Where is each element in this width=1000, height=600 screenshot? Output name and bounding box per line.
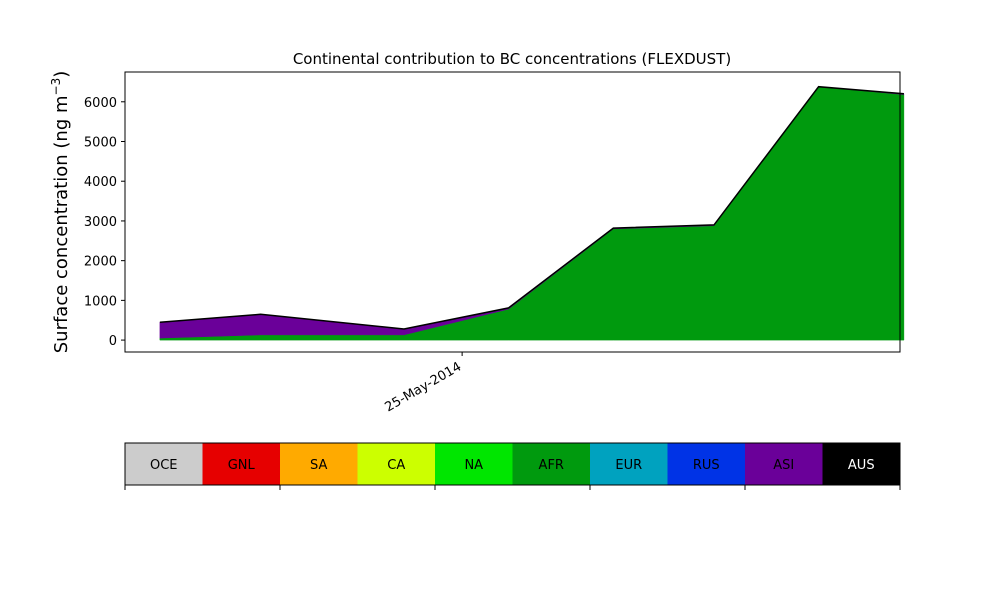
area-afr: [159, 86, 905, 341]
colorbar-swatch-rus: [667, 443, 746, 485]
colorbar-label-ca: CA: [387, 458, 405, 473]
colorbar-label-na: NA: [464, 458, 483, 473]
y-tick-label: 2000: [84, 255, 117, 270]
y-tick-label: 4000: [84, 175, 117, 190]
y-tick-label: 6000: [84, 96, 117, 111]
y-axis-label: Surface concentration (ng m−3): [49, 71, 72, 354]
colorbar-label-eur: EUR: [615, 458, 642, 473]
region-colorbar: OCE GNL SA CA NA AFR EUR RUS ASI AUS: [124, 442, 901, 490]
colorbar-label-rus: RUS: [693, 458, 720, 473]
colorbar-label-asi: ASI: [773, 458, 794, 473]
colorbar-label-aus: AUS: [848, 458, 875, 473]
y-axis-label-unit-exponent: −3: [49, 78, 63, 96]
colorbar-swatch-eur: [590, 443, 668, 485]
x-tick-label: 25-May-2014: [382, 359, 464, 415]
plot-area: [159, 85, 905, 341]
colorbar-swatch-ca: [357, 443, 436, 485]
y-tick-label: 0: [109, 334, 117, 349]
x-axis: 25-May-2014: [382, 352, 464, 415]
colorbar-swatch-asi: [745, 443, 823, 485]
colorbar-swatch-aus: [822, 443, 901, 485]
colorbar-swatch-gnl: [202, 443, 281, 485]
colorbar-label-oce: OCE: [150, 458, 178, 473]
y-tick-label: 5000: [84, 136, 117, 151]
y-tick-label: 1000: [84, 294, 117, 309]
colorbar-swatch-na: [435, 443, 513, 485]
total-line: [159, 85, 904, 330]
y-axis-label-close: ): [51, 71, 72, 78]
y-axis: 0 1000 2000 3000 4000 5000 6000: [84, 96, 125, 349]
plot-frame: [124, 71, 901, 353]
colorbar-frame: [124, 442, 901, 486]
colorbar-swatch-sa: [280, 443, 358, 485]
y-tick-label: 3000: [84, 215, 117, 230]
chart-title: Continental contribution to BC concentra…: [293, 50, 731, 68]
colorbar-label-gnl: GNL: [228, 458, 256, 473]
colorbar-swatch-oce: [125, 443, 203, 485]
colorbar-label-afr: AFR: [539, 458, 564, 473]
colorbar-label-sa: SA: [310, 458, 327, 473]
colorbar-swatch-afr: [512, 443, 591, 485]
